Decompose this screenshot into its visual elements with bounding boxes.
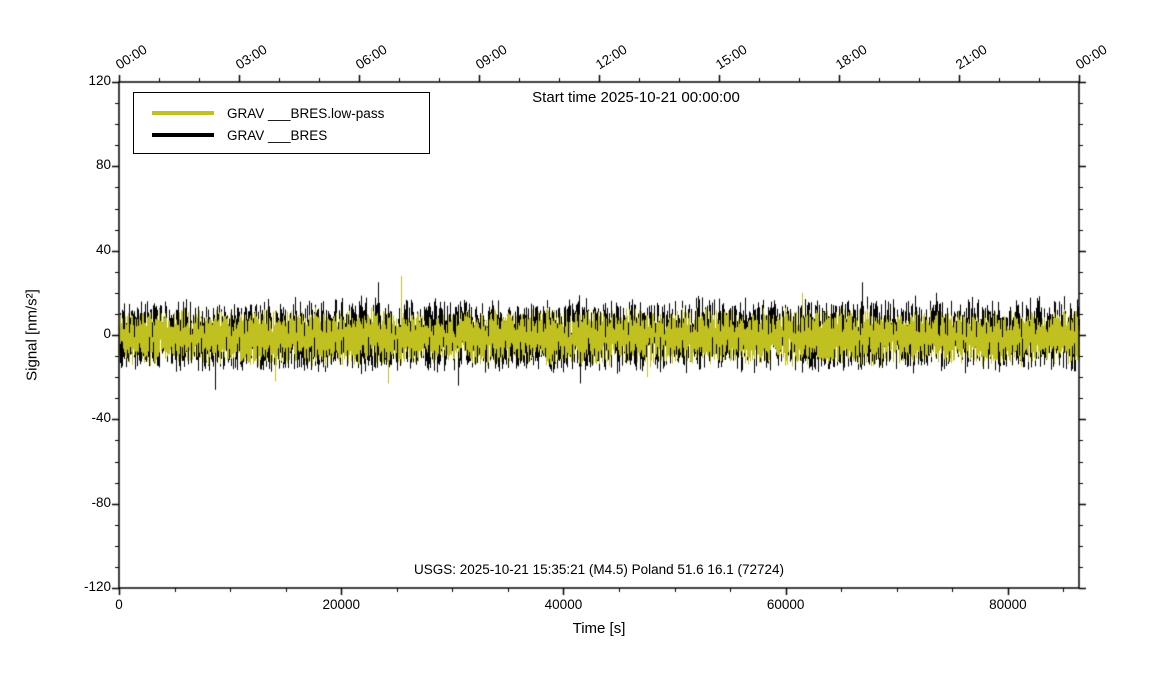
legend-item-lowpass: GRAV ___BRES.low-pass bbox=[152, 102, 429, 124]
legend-label-raw: GRAV ___BRES bbox=[227, 127, 328, 143]
raw-series-swatch bbox=[152, 133, 214, 137]
y-axis-title: Signal [nm/s²] bbox=[23, 289, 41, 381]
chart-title: Start time 2025-10-21 00:00:00 bbox=[532, 89, 740, 106]
legend-box: GRAV ___BRES.low-pass GRAV ___BRES bbox=[133, 92, 430, 154]
x-axis-title: Time [s] bbox=[572, 620, 626, 637]
legend-label-lowpass: GRAV ___BRES.low-pass bbox=[227, 105, 385, 121]
lowpass-series-swatch bbox=[152, 111, 214, 115]
event-annotation: USGS: 2025-10-21 15:35:21 (M4.5) Poland … bbox=[414, 562, 784, 577]
legend-item-raw: GRAV ___BRES bbox=[152, 124, 429, 146]
